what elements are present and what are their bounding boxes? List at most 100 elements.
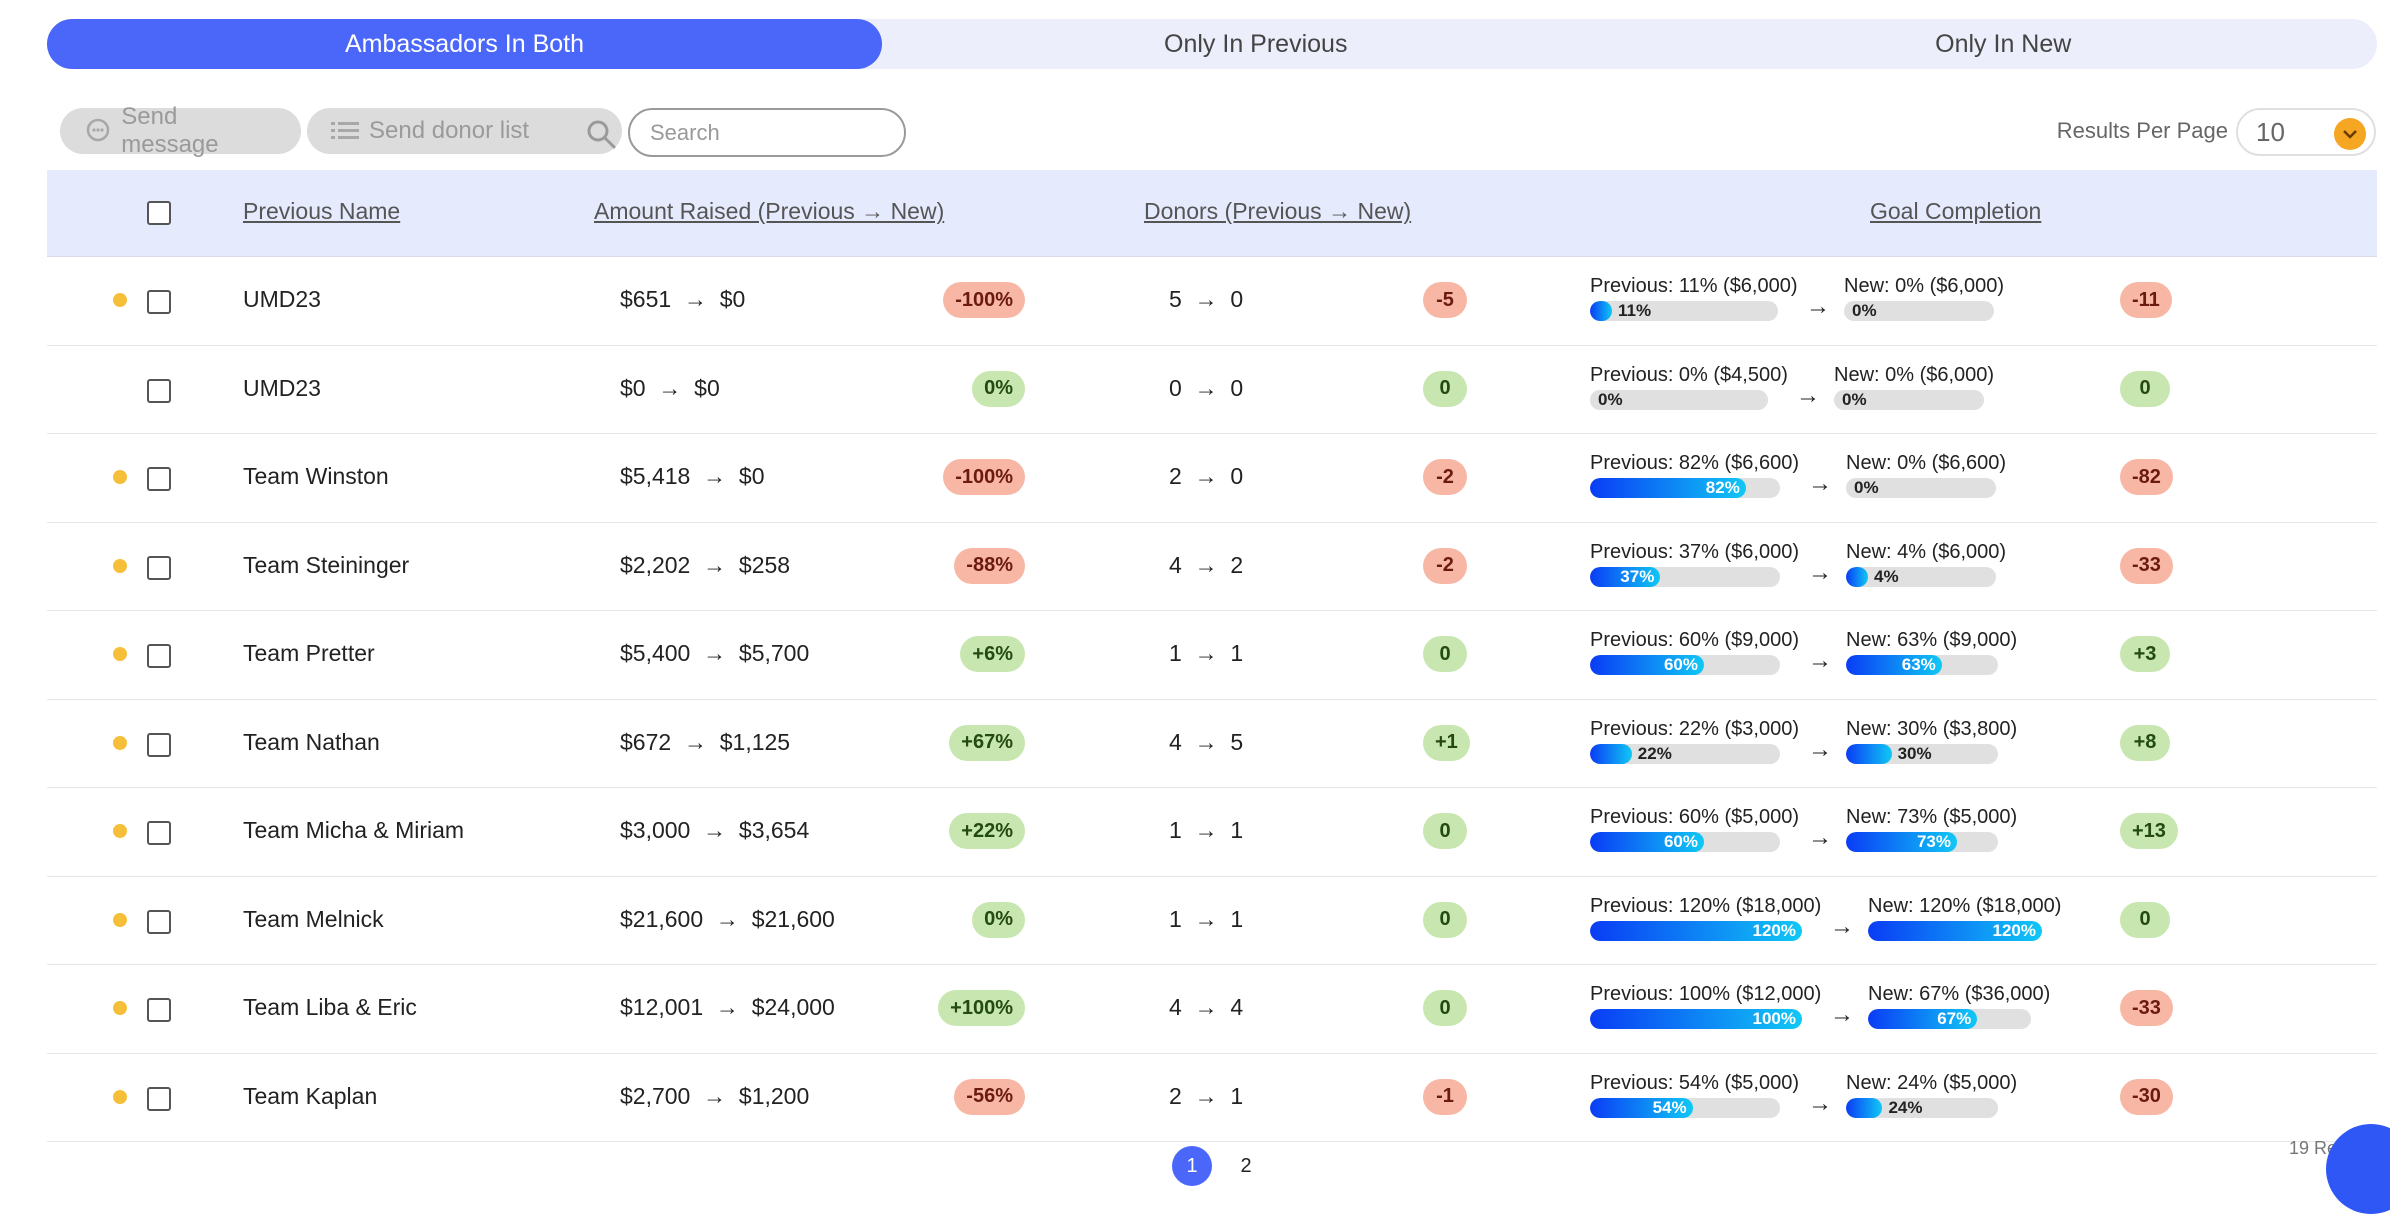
progress-bar: 4% [1846,566,1996,587]
right-arrow-icon: → [1808,470,1832,497]
amount-change-badge: 0% [972,901,1025,938]
goal-label: Previous: 37% ($6,000) [1590,540,1800,563]
goal-change-badge: 0 [2120,370,2170,407]
donors-change-badge: 0 [1423,990,1467,1026]
header-goal-completion[interactable]: Goal Completion [1870,198,2042,224]
progress-percent: 0% [1852,301,1877,320]
progress-percent: 120% [1752,920,1796,940]
ambassador-name: Team Micha & Miriam [243,817,465,843]
results-per-page-label: Results Per Page [2056,118,2228,143]
progress-fill [1846,566,1868,587]
row-checkbox[interactable] [147,821,171,845]
header-amount-raised[interactable]: Amount Raised (Previous → New) [594,198,945,224]
row-checkbox[interactable] [147,909,171,934]
row-checkbox[interactable] [147,1086,171,1111]
right-arrow-icon: → [703,1082,727,1109]
table-row[interactable]: Team Pretter $5,400 → $5,700 +6% 1 → 1 0 Prev… [47,611,2377,700]
select-all-checkbox[interactable] [147,201,171,225]
row-checkbox[interactable] [147,290,171,314]
right-arrow-icon: → [1194,728,1218,755]
amount-new: $258 [738,551,791,578]
search-input[interactable] [628,108,906,157]
amount-change-badge: +67% [949,724,1025,761]
amount-change-badge: -88% [954,547,1025,584]
amount-change-badge: +6% [960,636,1025,672]
goal-new: New: 30% ($3,800) 30% [1846,718,2018,764]
row-checkbox[interactable] [147,378,171,403]
tab-ambassadors-in-both[interactable]: Ambassadors In Both [47,19,882,69]
table-row[interactable]: Team Micha & Miriam $3,000 → $3,654 +22% 1 … [47,788,2377,877]
header-donors[interactable]: Donors (Previous → New) [1144,198,1412,224]
send-donor-list-button[interactable]: Send donor list [307,108,622,154]
goal-change-badge: +13 [2120,813,2178,849]
right-arrow-icon: → [1194,640,1218,666]
page-button[interactable]: 1 [1172,1146,1212,1186]
progress-bar: 54% [1590,1097,1780,1118]
send-message-button[interactable]: Send message [60,103,301,158]
right-arrow-icon: → [703,551,727,578]
amount-raised: $672 → $1,125 [620,729,790,756]
goal-new: New: 120% ($18,000) 120% [1868,895,2062,941]
row-checkbox[interactable] [147,555,171,580]
table-row[interactable]: Team Winston $5,418 → $0 -100% 2 → 0 -2 Previ… [47,434,2377,523]
progress-bar: 0% [1590,389,1768,410]
table-row[interactable]: Team Kaplan $2,700 → $1,200 -56% 2 → 1 -1 Pre… [47,1054,2377,1142]
header-previous-name[interactable]: Previous Name [243,198,401,224]
goal-previous: Previous: 60% ($9,000) 60% [1590,629,1800,675]
donors-change-badge: -1 [1423,1078,1467,1115]
progress-fill [1868,1009,1978,1029]
right-arrow-icon: → [715,905,739,932]
results-per-page-select[interactable]: 10 [2236,108,2376,156]
progress-percent: 22% [1637,743,1672,763]
goal-label: New: 0% ($6,600) [1846,452,2007,474]
goal-label: Previous: 22% ($3,000) [1590,717,1800,740]
table-row[interactable]: UMD23 $0 → $0 0% 0 → 0 0 Previous: 0% ($4,500… [47,346,2377,434]
dot-icon [113,470,127,484]
goal-label: New: 30% ($3,800) [1846,717,2018,740]
goal-new: New: 24% ($5,000) 24% [1846,1072,2018,1118]
amount-previous: $651 [620,286,672,312]
row-checkbox[interactable] [147,732,171,757]
progress-fill [1590,920,1802,941]
donors-change-badge: 0 [1423,370,1467,407]
ambassador-name: Team Pretter [243,640,375,666]
donors-new: 5 [1230,728,1244,755]
donors-new: 0 [1230,286,1244,312]
progress-percent: 4% [1874,566,1899,586]
table-row[interactable]: Team Liba & Eric $12,001 → $24,000 +100% 4 … [47,965,2377,1054]
right-arrow-icon: → [1796,381,1820,409]
right-arrow-icon: → [1194,905,1218,932]
amount-new: $0 [738,463,765,489]
table-row[interactable]: Team Melnick $21,600 → $21,600 0% 1 → 1 0 Pre… [47,877,2377,965]
progress-bar: 82% [1590,478,1780,498]
progress-fill [1590,301,1612,321]
row-checkbox[interactable] [147,644,171,668]
tab-only-in-new[interactable]: Only In New [1935,29,2072,58]
ambassador-name: UMD23 [243,286,321,312]
amount-raised: $2,202 → $258 [620,552,790,579]
table-row[interactable]: Team Nathan $672 → $1,125 +67% 4 → 5 +1 Previ… [47,700,2377,788]
amount-new: $3,654 [738,817,810,843]
amount-new: $5,700 [738,640,810,666]
progress-percent: 30% [1897,743,1932,763]
row-checkbox[interactable] [147,467,171,491]
table-row[interactable]: UMD23 $651 → $0 -100% 5 → 0 -5 Previous: 11% … [47,257,2377,346]
progress-percent: 54% [1652,1097,1687,1117]
goal-label: Previous: 11% ($6,000) [1590,275,1798,297]
send-donor-list-label: Send donor list [369,117,530,144]
amount-raised: $5,400 → $5,700 [620,640,809,667]
tab-only-in-previous[interactable]: Only In Previous [1164,29,1348,58]
table-row[interactable]: Team Steininger $2,202 → $258 -88% 4 → 2 -2 P… [47,523,2377,611]
chevron-down-icon [2334,118,2366,150]
right-arrow-icon: → [683,728,707,755]
page-button[interactable]: 2 [1240,1154,1252,1177]
progress-percent: 60% [1663,832,1698,851]
right-arrow-icon: → [1194,1082,1218,1109]
goal-previous: Previous: 54% ($5,000) 54% [1590,1072,1800,1118]
donors-count: 1 → 1 [1169,640,1243,667]
search-icon[interactable] [585,118,617,150]
goal-previous: Previous: 0% ($4,500) 0% [1590,364,1788,410]
row-checkbox[interactable] [147,998,171,1022]
amount-previous: $21,600 [620,905,704,932]
